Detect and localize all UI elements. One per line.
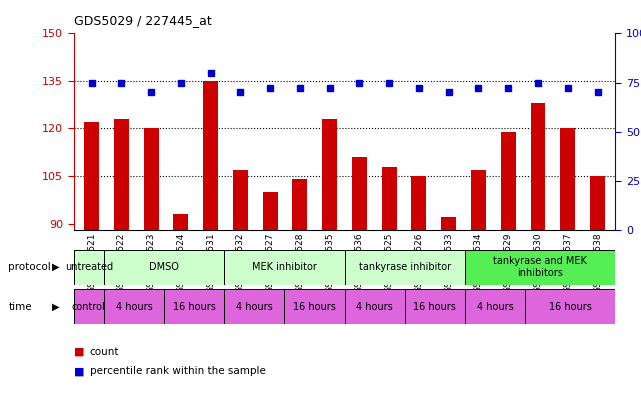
Bar (441, 217, 456, 230)
Text: tankyrase and MEK
inhibitors: tankyrase and MEK inhibitors (493, 257, 587, 278)
Bar (104, 250, 224, 285)
Text: time: time (8, 301, 32, 312)
Text: 16 hours: 16 hours (549, 301, 592, 312)
Text: 16 hours: 16 hours (293, 301, 336, 312)
Bar (345, 289, 404, 324)
Bar (465, 250, 615, 285)
Bar (382, 167, 397, 230)
Bar (104, 289, 164, 324)
Bar (352, 157, 367, 230)
Bar (404, 289, 465, 324)
Bar (465, 289, 525, 324)
Text: count: count (90, 347, 119, 357)
Text: protocol: protocol (8, 262, 51, 272)
Text: percentile rank within the sample: percentile rank within the sample (90, 366, 265, 376)
Bar (412, 176, 426, 230)
Bar (525, 289, 615, 324)
Bar (203, 81, 218, 230)
Bar (74, 250, 104, 285)
Bar (531, 103, 545, 230)
Text: ■: ■ (74, 347, 84, 357)
Text: 4 hours: 4 hours (477, 301, 513, 312)
Bar (292, 179, 307, 230)
Bar (224, 289, 285, 324)
Text: ▶: ▶ (51, 301, 59, 312)
Bar (233, 170, 248, 230)
Text: 4 hours: 4 hours (356, 301, 393, 312)
Bar (84, 122, 99, 230)
Bar (560, 129, 575, 230)
Text: ■: ■ (74, 366, 84, 376)
Text: tankyrase inhibitor: tankyrase inhibitor (359, 262, 451, 272)
Text: 16 hours: 16 hours (172, 301, 215, 312)
Text: 16 hours: 16 hours (413, 301, 456, 312)
Bar (263, 192, 278, 230)
Text: untreated: untreated (65, 262, 113, 272)
Text: 4 hours: 4 hours (236, 301, 272, 312)
Bar (144, 129, 158, 230)
Text: GDS5029 / 227445_at: GDS5029 / 227445_at (74, 14, 212, 27)
Text: DMSO: DMSO (149, 262, 179, 272)
Bar (174, 214, 188, 230)
Bar (74, 289, 104, 324)
Bar (224, 250, 345, 285)
Bar (345, 250, 465, 285)
Bar (322, 119, 337, 230)
Text: control: control (72, 301, 106, 312)
Bar (114, 119, 129, 230)
Text: 4 hours: 4 hours (115, 301, 153, 312)
Bar (164, 289, 224, 324)
Text: MEK inhibitor: MEK inhibitor (252, 262, 317, 272)
Bar (285, 289, 345, 324)
Bar (590, 176, 605, 230)
Bar (501, 132, 515, 230)
Text: ▶: ▶ (51, 262, 59, 272)
Bar (471, 170, 486, 230)
